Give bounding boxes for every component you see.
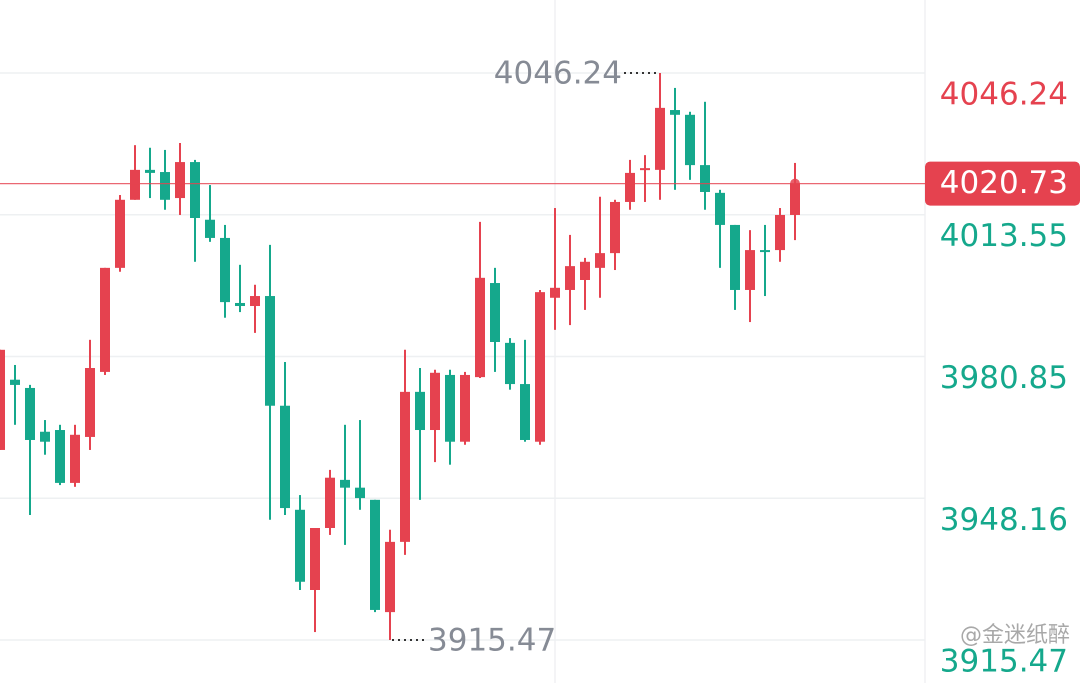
candle-body [520,384,530,440]
candle-body [340,479,350,488]
candle-body [580,261,590,280]
candle-body [55,430,65,483]
overlay: 4020.73 4046.24 3915.47 @金迷纸醉 [0,56,1080,658]
candle-body [535,292,545,442]
candle-body [295,509,305,582]
candle-body [160,172,170,200]
candle-body [25,387,35,440]
last-price-box [925,161,1080,206]
candle-body [505,342,515,385]
candle-body [745,250,755,290]
candle-body [10,379,20,385]
candle-body [325,477,335,528]
candle-body [250,296,260,307]
grid: 3915.47 3948.16 3980.85 4013.55 4046.24 [0,72,1068,679]
candle-body [205,219,215,238]
candle-body [625,172,635,202]
candles [0,73,800,640]
candle-body [670,110,680,115]
candle-body [760,250,770,253]
candle-body [115,199,125,268]
min-annotation: 3915.47 [428,622,556,658]
candle-body [370,499,380,610]
candle-body [415,391,425,431]
candle-body [445,374,455,442]
candle-body [460,374,470,442]
candle-body [565,266,575,290]
candle-body [355,487,365,499]
candle-body [550,287,560,298]
y-tick-label: 3980.85 [940,360,1068,396]
y-tick-label: 4013.55 [940,218,1068,254]
candle-body [610,201,620,254]
candle-body [640,168,650,171]
candle-body [385,541,395,613]
last-price-label: 4020.73 [940,165,1068,201]
candle-body [175,162,185,199]
candle-body [475,277,485,378]
candle-body [310,527,320,590]
candle-body [430,372,440,431]
candle-body [730,224,740,290]
candle-body [130,169,140,200]
candle-body [265,296,275,406]
candle-body [490,283,500,342]
candle-body [790,183,800,215]
watermark: @金迷纸醉 [960,623,1070,648]
candle-body [280,405,290,509]
candle-body [100,267,110,372]
max-annotation: 4046.24 [494,56,622,92]
candle-body [0,349,5,450]
candle-body [85,368,95,437]
candle-body [700,165,710,192]
candle-body [190,162,200,218]
y-tick-label: 4046.24 [940,77,1068,113]
candle-body [775,214,785,251]
y-tick-label: 3915.47 [940,643,1068,679]
y-tick-label: 3948.16 [940,502,1068,538]
candle-body [400,391,410,542]
last-price-dot [790,178,800,189]
candle-body [145,169,155,173]
candle-body [220,237,230,303]
candle-body [40,431,50,442]
candle-body [715,192,725,225]
candle-body [685,114,695,166]
candle-body [235,302,245,307]
candle-body [595,253,605,268]
candle-body [655,107,665,170]
candle-body [70,434,80,483]
